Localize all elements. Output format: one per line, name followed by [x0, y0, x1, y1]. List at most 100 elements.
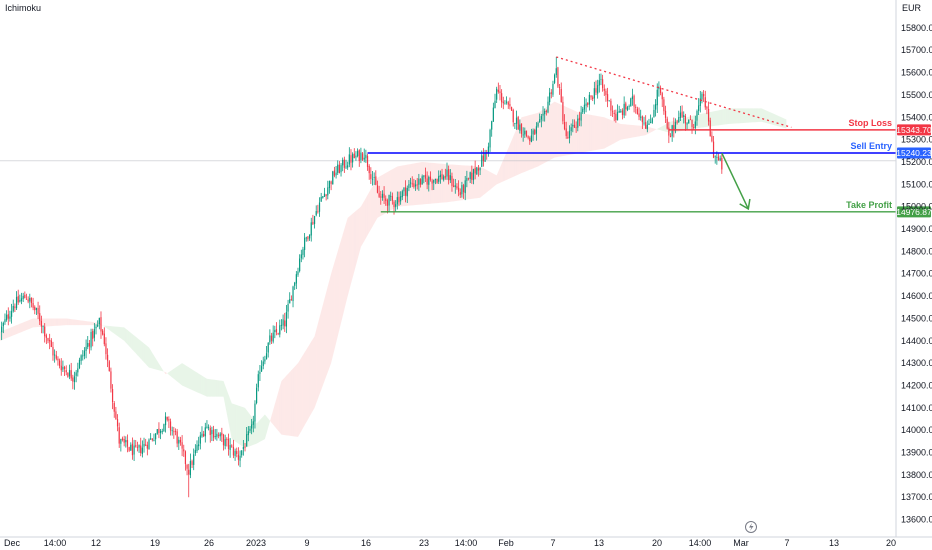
cloud-segment: [23, 321, 25, 332]
candle-body: [585, 103, 587, 106]
candle-body: [626, 107, 629, 111]
candle-body: [454, 185, 456, 187]
candle-body: [194, 450, 196, 454]
cloud-segment: [347, 216, 350, 297]
cloud-segment: [183, 364, 186, 387]
candle-body: [618, 110, 620, 113]
cloud-segment: [783, 118, 785, 129]
candle-body: [640, 116, 642, 118]
cloud-segment: [137, 338, 140, 357]
cloud-segment: [579, 112, 582, 154]
cloud-segment: [397, 166, 399, 207]
cloud-segment: [402, 165, 404, 207]
cloud-segment: [680, 118, 683, 132]
cloud-segment: [455, 164, 457, 202]
candle-body: [438, 176, 440, 182]
candle-body: [340, 165, 342, 173]
cloud-segment: [403, 164, 406, 207]
candle-body: [545, 110, 547, 112]
candle-body: [567, 137, 569, 138]
candle-body: [322, 196, 324, 198]
cloud-segment: [52, 318, 55, 327]
candle-body: [520, 123, 523, 134]
candle-body: [256, 387, 258, 404]
candle-body: [143, 443, 145, 447]
cloud-segment: [354, 210, 356, 272]
candle-body: [188, 469, 190, 475]
candle-body: [292, 286, 294, 302]
cloud-segment: [165, 372, 168, 375]
cloud-segment: [619, 123, 621, 141]
cloud-segment: [342, 229, 345, 317]
cloud-segment: [3, 329, 5, 340]
cloud-segment: [624, 124, 626, 140]
cloud-segment: [438, 163, 441, 203]
candle-body: [32, 303, 34, 308]
cloud-segment: [230, 398, 232, 440]
cloud-segment: [264, 414, 267, 440]
candle-body: [703, 93, 705, 97]
cloud-segment: [94, 322, 97, 326]
candle-body: [560, 88, 562, 103]
candle-body: [300, 254, 302, 259]
candle-body: [65, 370, 67, 373]
candle-body: [179, 439, 182, 443]
cloud-segment: [4, 329, 7, 339]
cloud-segment: [509, 140, 512, 179]
candle-body: [29, 297, 31, 302]
cloud-segment: [352, 212, 355, 278]
candle-body: [315, 211, 317, 216]
candle-body: [527, 136, 529, 138]
candle-body: [80, 355, 82, 361]
candle-body: [409, 182, 412, 184]
candle-body: [542, 113, 544, 116]
candle-body: [95, 326, 97, 329]
cloud-segment: [711, 111, 714, 127]
cloud-segment: [648, 127, 651, 134]
cloud-segment: [614, 121, 616, 144]
candle-body: [25, 299, 28, 300]
cloud-segment: [504, 152, 507, 181]
candle-body: [537, 122, 539, 127]
cloud-segment: [16, 324, 19, 335]
cloud-segment: [367, 192, 370, 236]
cloud-segment: [700, 113, 702, 128]
candle-body: [345, 166, 347, 168]
cloud-segment: [763, 109, 765, 123]
cloud-segment: [294, 364, 297, 437]
candle-body: [623, 103, 625, 116]
candle-body: [308, 234, 311, 239]
cloud-segment: [57, 318, 60, 326]
candle-body: [242, 446, 244, 450]
cloud-segment: [149, 347, 151, 369]
cloud-segment: [205, 377, 207, 397]
cloud-segment: [625, 124, 628, 139]
cloud-segment: [357, 208, 360, 260]
candle-body: [145, 444, 147, 446]
cloud-segment: [394, 167, 396, 209]
candle-body: [60, 365, 62, 371]
candle-body: [352, 154, 354, 163]
candle-body: [55, 355, 57, 359]
candle-body: [70, 370, 72, 379]
candle-body: [295, 274, 297, 284]
candle-body: [12, 306, 14, 312]
candle-body: [52, 346, 54, 356]
cloud-segment: [639, 125, 641, 137]
candle-body: [497, 89, 499, 92]
cloud-segment: [198, 373, 201, 394]
candle-body: [226, 438, 228, 440]
candle-body: [287, 303, 289, 312]
lightning-icon[interactable]: [745, 521, 757, 533]
candle-body: [499, 91, 501, 93]
cloud-segment: [701, 113, 704, 128]
cloud-segment: [488, 170, 491, 192]
candle-body: [388, 195, 390, 206]
cloud-segment: [501, 159, 504, 183]
x-tick-label: 7: [784, 538, 789, 548]
cloud-segment: [581, 113, 583, 153]
cloud-segment: [139, 339, 141, 359]
candle-body: [166, 417, 168, 420]
cloud-segment: [104, 325, 106, 328]
